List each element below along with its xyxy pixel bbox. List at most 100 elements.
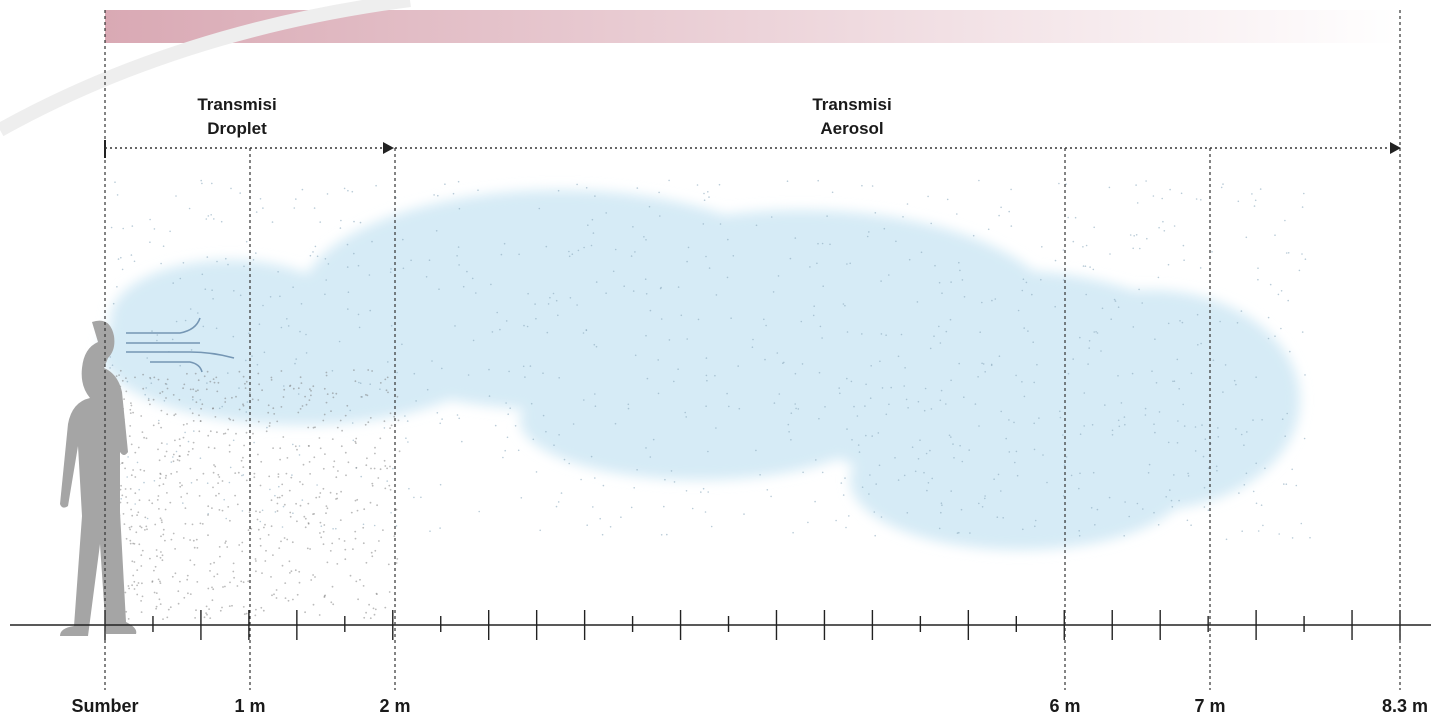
particle	[281, 370, 283, 372]
particle	[988, 229, 990, 231]
particle	[294, 207, 296, 209]
particle	[170, 473, 172, 475]
particle	[556, 506, 558, 508]
particle	[239, 409, 241, 411]
particle	[653, 439, 655, 441]
particle	[420, 497, 422, 499]
particle	[229, 444, 231, 446]
particle	[592, 219, 594, 221]
particle	[333, 466, 335, 468]
particle	[319, 221, 321, 223]
particle	[1187, 520, 1189, 522]
particle	[650, 456, 652, 458]
particle	[335, 498, 337, 500]
particle	[390, 512, 392, 514]
particle	[950, 319, 952, 321]
particle	[374, 550, 376, 552]
particle	[179, 486, 181, 488]
particle	[320, 536, 322, 538]
particle	[998, 474, 1000, 476]
particle	[225, 540, 227, 542]
particle	[1168, 442, 1170, 444]
distance-label: 2 m	[379, 696, 410, 716]
particle	[323, 468, 325, 470]
particle	[1059, 411, 1061, 413]
particle	[391, 425, 393, 427]
particle	[871, 435, 873, 437]
particle	[207, 514, 209, 516]
particle	[620, 516, 622, 518]
particle	[159, 477, 161, 479]
particle	[176, 321, 178, 323]
particle	[576, 304, 578, 306]
particle	[940, 400, 942, 402]
particle	[649, 206, 651, 208]
particle	[183, 597, 185, 599]
particle	[1075, 217, 1077, 219]
particle	[363, 508, 365, 510]
particle	[160, 557, 162, 559]
particle	[131, 254, 133, 256]
particle	[1217, 427, 1219, 429]
particle	[159, 485, 161, 487]
particle	[613, 271, 615, 273]
particle	[295, 358, 297, 360]
particle	[221, 406, 223, 408]
particle	[396, 558, 398, 560]
particle	[1124, 424, 1126, 426]
particle	[458, 181, 460, 183]
particle	[224, 586, 226, 588]
particle	[958, 262, 960, 264]
particle	[154, 480, 156, 482]
particle	[489, 395, 491, 397]
particle	[1008, 419, 1010, 421]
particle	[148, 499, 150, 501]
particle	[241, 542, 243, 544]
particle	[365, 464, 367, 466]
particle	[211, 507, 213, 509]
particle	[402, 239, 404, 241]
particle	[355, 442, 357, 444]
particle	[166, 413, 168, 415]
particle	[1262, 525, 1264, 527]
particle	[1094, 524, 1096, 526]
particle	[1177, 442, 1179, 444]
particle	[436, 230, 438, 232]
particle	[216, 261, 218, 263]
particle	[1145, 180, 1147, 182]
particle	[1296, 485, 1298, 487]
particle	[593, 232, 595, 234]
particle	[125, 377, 127, 379]
particle	[193, 430, 195, 432]
particle	[204, 375, 206, 377]
particle	[345, 415, 347, 417]
particle	[941, 502, 943, 504]
particle	[179, 482, 181, 484]
particle	[305, 334, 307, 336]
particle	[399, 450, 401, 452]
particle	[326, 505, 328, 507]
particle	[209, 617, 211, 619]
particle	[993, 478, 995, 480]
particle	[141, 582, 143, 584]
particle	[344, 558, 346, 560]
particle	[175, 572, 177, 574]
particle	[1114, 299, 1116, 301]
particle	[347, 308, 349, 310]
particle	[299, 445, 301, 447]
particle	[991, 300, 993, 302]
particle	[615, 423, 617, 425]
particle	[977, 376, 979, 378]
particle	[697, 184, 699, 186]
particle	[660, 288, 662, 290]
particle	[155, 608, 157, 610]
particle	[979, 331, 981, 333]
particle	[1112, 434, 1114, 436]
particle	[352, 191, 354, 193]
particle	[188, 441, 190, 443]
particle	[1304, 438, 1306, 440]
particle	[1241, 530, 1243, 532]
particle	[258, 421, 260, 423]
particle	[156, 606, 158, 608]
particle	[283, 385, 285, 387]
